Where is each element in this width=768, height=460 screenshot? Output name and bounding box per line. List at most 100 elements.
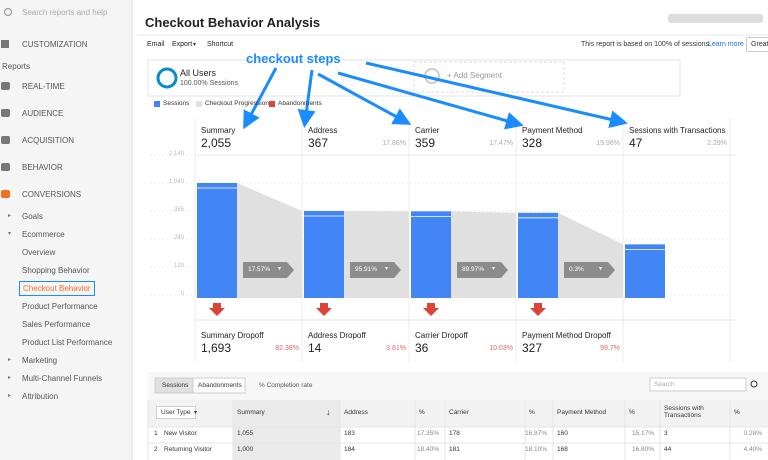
toolbar-button[interactable]: Export <box>172 41 193 48</box>
column-header[interactable]: % <box>629 409 635 416</box>
column-header[interactable]: % <box>529 409 535 416</box>
learn-more-link[interactable]: Learn more <box>708 41 744 48</box>
nav-item[interactable]: ACQUISITION <box>22 136 75 145</box>
axis-label: 365 <box>173 207 184 213</box>
nav-item[interactable]: Goals <box>22 212 43 221</box>
nav-icon <box>1 109 10 117</box>
nav-item[interactable]: Sales Performance <box>22 320 91 329</box>
tab[interactable]: Abandonments <box>198 382 242 389</box>
nav-item[interactable]: Multi-Channel Funnels <box>22 374 103 383</box>
table-cell: 160 <box>557 430 568 437</box>
nav-item[interactable]: CONVERSIONS <box>22 190 82 199</box>
bar <box>197 183 237 298</box>
nav-icon <box>1 190 10 198</box>
nav-icon <box>1 82 10 90</box>
percent-cell: 17.35% <box>416 430 439 437</box>
step-name: Address <box>308 126 338 135</box>
section-label: Reports <box>2 62 31 71</box>
dropoff-arrow <box>423 303 439 316</box>
table-cell: 184 <box>344 446 355 453</box>
progression-area <box>344 210 409 298</box>
nav-item[interactable]: Product List Performance <box>22 338 113 347</box>
dropoff-percent: 3.81% <box>386 345 406 352</box>
column-header[interactable]: Summary <box>237 409 265 416</box>
progression-rate: 95.91% <box>355 266 378 273</box>
dropoff-name: Summary Dropoff <box>201 331 264 340</box>
step-value: 359 <box>415 136 436 150</box>
tab[interactable]: Sessions <box>162 382 189 389</box>
search-box <box>649 377 747 392</box>
progression-rate: 89.97% <box>462 266 485 273</box>
precision-button[interactable]: Greate <box>746 37 768 52</box>
legend-swatch <box>269 101 275 107</box>
dropoff-arrow <box>530 303 546 316</box>
nav-item[interactable]: BEHAVIOR <box>22 163 63 172</box>
step-name: Carrier <box>415 126 440 135</box>
progression-area <box>451 211 516 298</box>
column-header[interactable]: Sessions with Transactions <box>664 405 704 419</box>
table-cell: 178 <box>449 430 460 437</box>
nav-item[interactable]: Attribution <box>22 392 59 401</box>
column-header[interactable]: % <box>419 409 425 416</box>
tab <box>192 377 246 394</box>
step-name: Sessions with Transactions <box>629 126 726 135</box>
search-input[interactable]: Search reports and help <box>22 8 108 17</box>
nav-item[interactable]: Ecommerce <box>22 230 65 239</box>
step-value: 2,055 <box>201 136 232 150</box>
table-search-icon <box>750 380 758 388</box>
progression-badge <box>243 262 294 278</box>
dropoff-arrow <box>316 303 332 316</box>
column-header[interactable]: Address <box>344 409 368 416</box>
axis-label: 2,140 <box>168 151 184 157</box>
progression-badge <box>457 262 508 278</box>
search-input[interactable]: Search <box>654 381 675 388</box>
bar <box>625 244 665 298</box>
segment-detail: 100.00% Sessions <box>180 80 238 87</box>
table-cell: 1 <box>154 430 158 437</box>
table-cell: 44 <box>664 446 672 453</box>
percent-cell: 15.17% <box>631 430 654 437</box>
nav-item[interactable]: Product Performance <box>22 302 98 311</box>
annotation-arrow <box>365 61 628 129</box>
nav-item[interactable]: REAL-TIME <box>22 82 65 91</box>
column-header[interactable]: Carrier <box>449 409 469 416</box>
nav-item[interactable]: Overview <box>22 248 56 257</box>
bar <box>304 210 344 298</box>
segment-ring <box>156 67 178 89</box>
sampling-notice: This report is based on 100% of sessions… <box>581 41 711 48</box>
progression-rate: 0.3% <box>569 266 584 273</box>
nav-item[interactable]: AUDIENCE <box>22 109 64 118</box>
dropoff-name: Payment Method Dropoff <box>522 331 611 340</box>
dropoff-value: 1,693 <box>201 341 232 355</box>
dropoff-arrow <box>209 303 225 316</box>
percent-cell: 4.40% <box>743 446 762 453</box>
add-segment[interactable]: + Add Segment <box>447 71 502 80</box>
step-value: 367 <box>308 136 329 150</box>
nav-item[interactable]: Shopping Behavior <box>22 266 90 275</box>
legend-label: Checkout Progression <box>205 100 269 107</box>
bar <box>518 212 558 298</box>
completion-toggle[interactable]: % Completion rate <box>259 382 313 389</box>
column-header[interactable]: % <box>734 409 740 416</box>
progression-rate: 17.57% <box>248 266 271 273</box>
percent-cell: 18.10% <box>525 446 548 453</box>
column-header[interactable]: Payment Method <box>557 409 607 416</box>
step-percent: 15.96% <box>596 140 620 147</box>
toolbar-button[interactable]: Shortcut <box>207 41 234 48</box>
annotation-arrow <box>243 67 278 130</box>
step-percent: 17.86% <box>382 140 406 147</box>
dropoff-name: Carrier Dropoff <box>415 331 468 340</box>
expand-arrow: ▾ <box>8 231 12 237</box>
nav-item[interactable]: Checkout Behavior <box>19 281 95 296</box>
annotation-arrow <box>337 71 524 130</box>
table-cell: 2 <box>154 446 158 453</box>
toolbar-button[interactable]: Email <box>147 41 165 48</box>
legend-swatch <box>154 101 160 107</box>
nav-item[interactable]: CUSTOMIZATION <box>22 40 88 49</box>
column-header[interactable]: User Type <box>156 406 196 419</box>
axis-label: 120 <box>173 263 184 269</box>
nav-item[interactable]: Marketing <box>22 356 58 365</box>
table-cell: 168 <box>557 446 568 453</box>
step-percent: 2.29% <box>707 140 727 147</box>
